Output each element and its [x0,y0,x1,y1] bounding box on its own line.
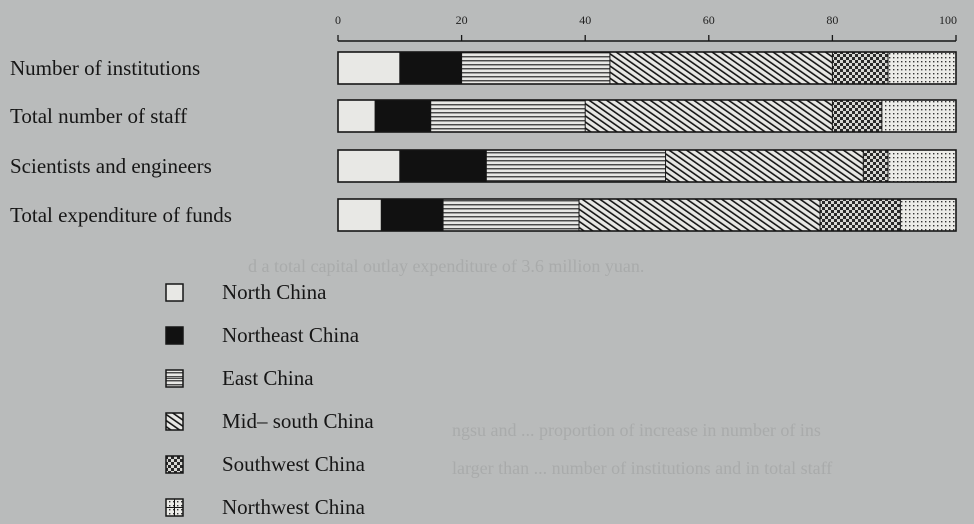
legend-label: East China [222,366,314,390]
bar-outline [337,51,957,85]
bar-segment [579,199,821,231]
diagonal-hatch-icon [165,412,184,431]
bar-segment [461,52,610,84]
checker-box-icon [165,455,184,474]
bar-row [337,198,957,232]
category-label: Scientists and engineers [10,154,212,178]
bar-segment [820,199,901,231]
bar-segment [399,52,462,84]
bar-segment [585,100,833,132]
bar-row [337,51,957,85]
x-tick-label: 60 [703,13,715,27]
category-label: Total number of staff [10,104,187,128]
bar-segment [609,52,833,84]
bar-outline [337,198,957,232]
x-tick-label: 100 [939,13,957,27]
bar-segment [338,199,382,231]
category-label: Number of institutions [10,56,200,80]
legend-item: Northeast China [165,323,360,347]
solid-black-box-icon [165,326,184,345]
legend-item: Southwest China [165,452,366,476]
bar-segment [443,199,580,231]
bar-segment [375,100,431,132]
legend-label: North China [222,280,327,304]
legend-label: Northwest China [222,495,366,519]
bar-segment [881,100,956,132]
bar-segment [832,100,882,132]
x-tick-label: 0 [335,13,341,27]
background-text-line: d a total capital outlay expenditure of … [248,256,644,276]
bar-segment [900,199,956,231]
bar-outline [337,99,957,133]
bar-segment [338,100,376,132]
x-tick-label: 40 [579,13,591,27]
legend-label: Northeast China [222,323,360,347]
white-box-icon [165,283,184,302]
bar-row [337,99,957,133]
bar-segment [888,150,956,182]
x-tick-label: 20 [456,13,468,27]
background-text-line: ngsu and ... proportion of increase in n… [452,420,821,440]
legend-item: Mid– south China [165,409,374,433]
bar-outline [337,149,957,183]
category-label: Total expenditure of funds [10,203,232,227]
bar-segment [888,52,956,84]
bar-segment [832,52,889,84]
bar-segment [399,150,487,182]
background-text: d a total capital outlay expenditure of … [248,256,832,478]
legend: North China Northeast China East China Mid–… [165,280,374,519]
bar-segment [338,52,400,84]
background-text-line: larger than ... number of institutions a… [452,458,832,478]
x-tick-label: 80 [826,13,838,27]
x-axis-ticks: 0 20 40 60 80 100 [335,13,957,41]
bar-rows [337,51,957,232]
legend-item: North China [165,280,327,304]
bar-segment [381,199,444,231]
legend-item: Northwest China [165,495,366,519]
legend-label: Mid– south China [222,409,374,433]
bar-segment [863,150,889,182]
legend-label: Southwest China [222,452,366,476]
bar-segment [486,150,666,182]
legend-item: East China [165,366,314,390]
bar-row [337,149,957,183]
bar-segment [665,150,864,182]
bar-segment [430,100,586,132]
category-labels: Number of institutions Total number of st… [10,56,232,227]
bar-segment [338,150,400,182]
